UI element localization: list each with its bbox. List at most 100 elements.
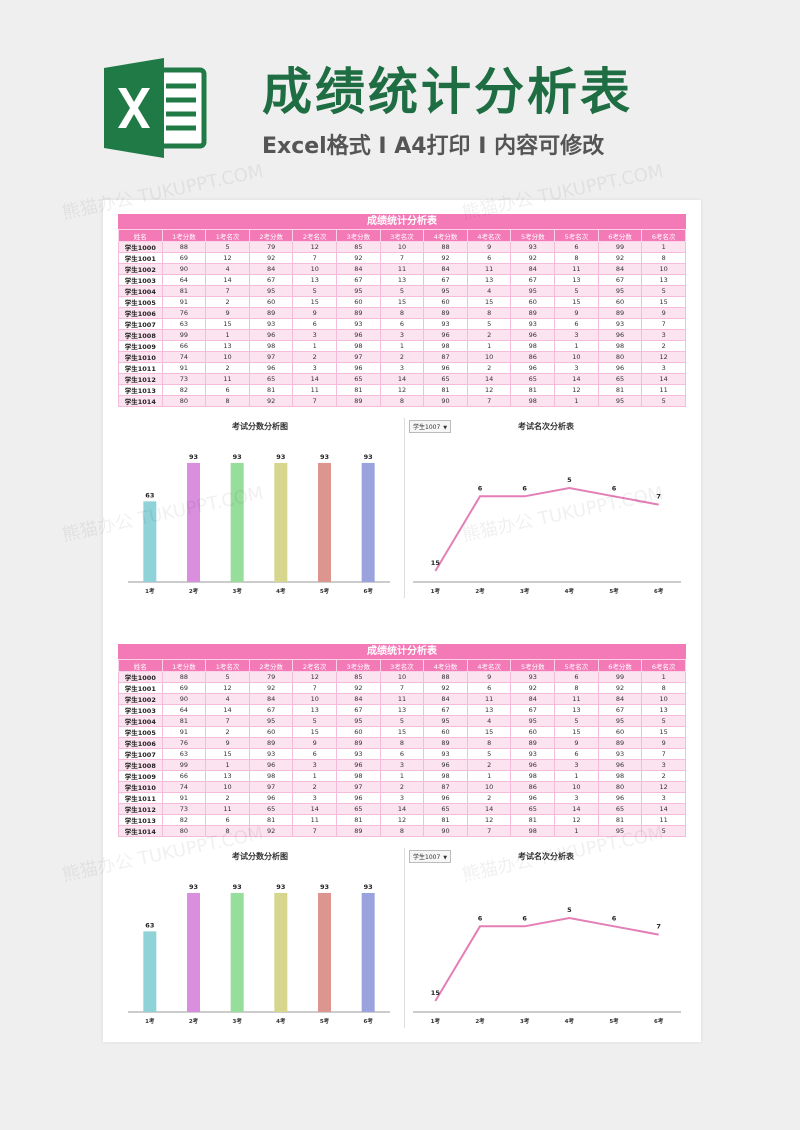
score-cell[interactable]: 80 — [161, 395, 207, 407]
score-cell[interactable]: 15 — [466, 296, 512, 308]
score-cell[interactable]: 5 — [641, 285, 686, 297]
score-cell[interactable]: 9 — [205, 737, 250, 749]
score-cell[interactable]: 91 — [161, 362, 207, 374]
score-cell[interactable]: 2 — [641, 770, 686, 782]
score-cell[interactable]: 14 — [466, 373, 512, 385]
score-cell[interactable]: 95 — [510, 285, 556, 297]
score-cell[interactable]: 8 — [379, 395, 425, 407]
score-cell[interactable]: 80 — [597, 781, 643, 793]
score-cell[interactable]: 93 — [336, 318, 381, 330]
score-cell[interactable]: 82 — [161, 814, 207, 826]
score-cell[interactable]: 98 — [597, 770, 643, 782]
score-cell[interactable]: 90 — [423, 825, 468, 837]
score-cell[interactable]: 60 — [336, 296, 381, 308]
score-cell[interactable]: 91 — [161, 726, 207, 738]
score-cell[interactable]: 95 — [597, 285, 643, 297]
score-cell[interactable]: 69 — [161, 682, 207, 694]
score-cell[interactable]: 90 — [161, 693, 207, 705]
score-cell[interactable]: 88 — [161, 241, 207, 253]
score-cell[interactable]: 6 — [554, 241, 599, 253]
score-cell[interactable]: 2 — [466, 329, 512, 341]
score-cell[interactable]: 89 — [336, 737, 381, 749]
score-cell[interactable]: 12 — [466, 814, 512, 826]
bar-1考[interactable] — [143, 931, 157, 1012]
score-cell[interactable]: 96 — [510, 792, 556, 804]
score-cell[interactable]: 93 — [510, 318, 556, 330]
score-cell[interactable]: 96 — [597, 329, 643, 341]
score-cell[interactable]: 65 — [510, 803, 556, 815]
score-cell[interactable]: 96 — [597, 362, 643, 374]
bar-3考[interactable] — [230, 892, 244, 1012]
score-cell[interactable]: 96 — [423, 759, 468, 771]
score-cell[interactable]: 81 — [597, 384, 643, 396]
score-cell[interactable]: 73 — [161, 373, 207, 385]
score-cell[interactable]: 93 — [597, 748, 643, 760]
score-cell[interactable]: 10 — [379, 671, 425, 683]
score-cell[interactable]: 96 — [423, 792, 468, 804]
score-cell[interactable]: 14 — [379, 803, 425, 815]
student-name-cell[interactable]: 学生1012 — [118, 803, 163, 815]
score-cell[interactable]: 3 — [641, 759, 686, 771]
score-cell[interactable]: 65 — [597, 373, 643, 385]
score-cell[interactable]: 96 — [423, 329, 468, 341]
score-cell[interactable]: 15 — [292, 726, 338, 738]
student-name-cell[interactable]: 学生1014 — [118, 395, 163, 407]
score-cell[interactable]: 12 — [292, 241, 338, 253]
score-cell[interactable]: 15 — [379, 726, 425, 738]
score-cell[interactable]: 81 — [510, 814, 556, 826]
score-cell[interactable]: 15 — [641, 726, 686, 738]
score-cell[interactable]: 89 — [248, 737, 294, 749]
score-cell[interactable]: 67 — [597, 274, 643, 286]
score-cell[interactable]: 97 — [336, 781, 381, 793]
student-name-cell[interactable]: 学生1007 — [118, 748, 163, 760]
score-cell[interactable]: 14 — [205, 704, 250, 716]
score-cell[interactable]: 3 — [554, 362, 599, 374]
student-name-cell[interactable]: 学生1012 — [118, 373, 163, 385]
chevron-down-icon[interactable]: ▼ — [443, 425, 448, 431]
score-cell[interactable]: 9 — [466, 671, 512, 683]
score-cell[interactable]: 7 — [292, 395, 338, 407]
score-cell[interactable]: 67 — [248, 704, 294, 716]
bar-2考[interactable] — [187, 892, 200, 1012]
score-cell[interactable]: 3 — [292, 329, 338, 341]
score-cell[interactable]: 81 — [161, 715, 207, 727]
score-cell[interactable]: 10 — [554, 351, 599, 363]
score-cell[interactable]: 84 — [248, 693, 294, 705]
score-cell[interactable]: 11 — [379, 693, 425, 705]
score-cell[interactable]: 84 — [336, 263, 381, 275]
score-cell[interactable]: 85 — [336, 671, 381, 683]
score-cell[interactable]: 6 — [466, 682, 512, 694]
score-cell[interactable]: 1 — [379, 340, 425, 352]
bar-4考[interactable] — [274, 892, 288, 1012]
score-cell[interactable]: 96 — [336, 362, 381, 374]
student-name-cell[interactable]: 学生1011 — [118, 792, 163, 804]
score-cell[interactable]: 99 — [161, 759, 207, 771]
score-cell[interactable]: 84 — [248, 263, 294, 275]
score-cell[interactable]: 64 — [161, 274, 207, 286]
score-cell[interactable]: 1 — [641, 241, 686, 253]
score-cell[interactable]: 98 — [248, 340, 294, 352]
score-cell[interactable]: 95 — [423, 715, 468, 727]
rank-line[interactable] — [434, 916, 659, 1002]
score-cell[interactable]: 9 — [554, 307, 599, 319]
score-cell[interactable]: 5 — [379, 715, 425, 727]
score-cell[interactable]: 10 — [205, 781, 250, 793]
score-cell[interactable]: 8 — [641, 252, 686, 264]
score-cell[interactable]: 8 — [554, 682, 599, 694]
score-cell[interactable]: 65 — [423, 803, 468, 815]
score-cell[interactable]: 1 — [292, 770, 338, 782]
score-cell[interactable]: 13 — [554, 274, 599, 286]
score-cell[interactable]: 13 — [292, 704, 338, 716]
score-cell[interactable]: 67 — [423, 274, 468, 286]
score-cell[interactable]: 8 — [466, 307, 512, 319]
score-cell[interactable]: 15 — [554, 296, 599, 308]
score-cell[interactable]: 8 — [379, 825, 425, 837]
chevron-down-icon[interactable]: ▼ — [443, 855, 448, 861]
score-cell[interactable]: 67 — [510, 704, 556, 716]
score-cell[interactable]: 7 — [379, 252, 425, 264]
student-name-cell[interactable]: 学生1009 — [118, 340, 163, 352]
score-cell[interactable]: 81 — [423, 384, 468, 396]
score-cell[interactable]: 63 — [161, 318, 207, 330]
score-cell[interactable]: 96 — [336, 792, 381, 804]
score-cell[interactable]: 96 — [597, 759, 643, 771]
